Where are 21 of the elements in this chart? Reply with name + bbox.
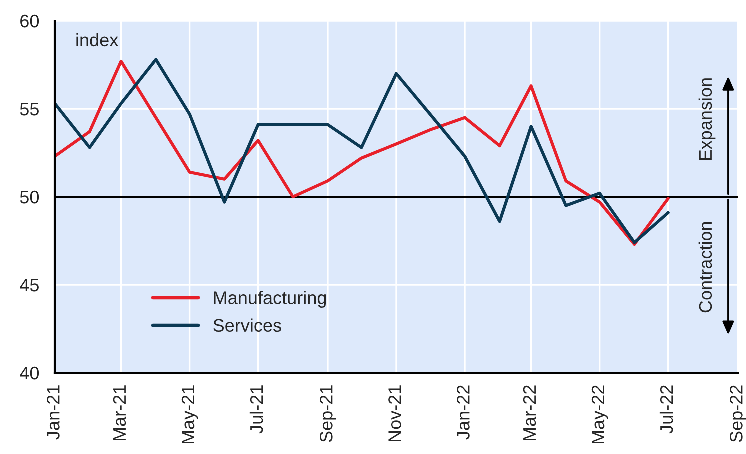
- y-tick-label: 50: [20, 190, 40, 204]
- x-tick-label: Jan-22: [457, 386, 470, 440]
- x-tick-label: Nov-21: [388, 386, 402, 442]
- annotation: Expansion: [698, 78, 716, 160]
- x-tick-label: May-22: [592, 386, 608, 444]
- y-tick-label: 45: [20, 279, 39, 292]
- y-tick-label: 40: [20, 366, 40, 380]
- x-tick-label: Jan-21: [47, 386, 60, 440]
- x-tick-label: Mar-22: [523, 386, 536, 441]
- x-tick-label: Jul-21: [250, 386, 264, 434]
- x-tick-label: Sep-22: [730, 386, 746, 442]
- annotation: Contraction: [698, 222, 712, 313]
- legend-label: Services: [214, 318, 282, 332]
- x-tick-label: Jul-22: [660, 386, 674, 434]
- x-tick-label: May-21: [182, 386, 198, 444]
- x-tick-label: Mar-21: [113, 386, 126, 441]
- x-tick-label: Sep-21: [320, 386, 336, 442]
- annotation: index: [76, 33, 118, 47]
- legend-label: Manufacturing: [214, 291, 326, 308]
- y-tick-label: 55: [20, 103, 39, 116]
- y-tick-label: 60: [20, 14, 40, 28]
